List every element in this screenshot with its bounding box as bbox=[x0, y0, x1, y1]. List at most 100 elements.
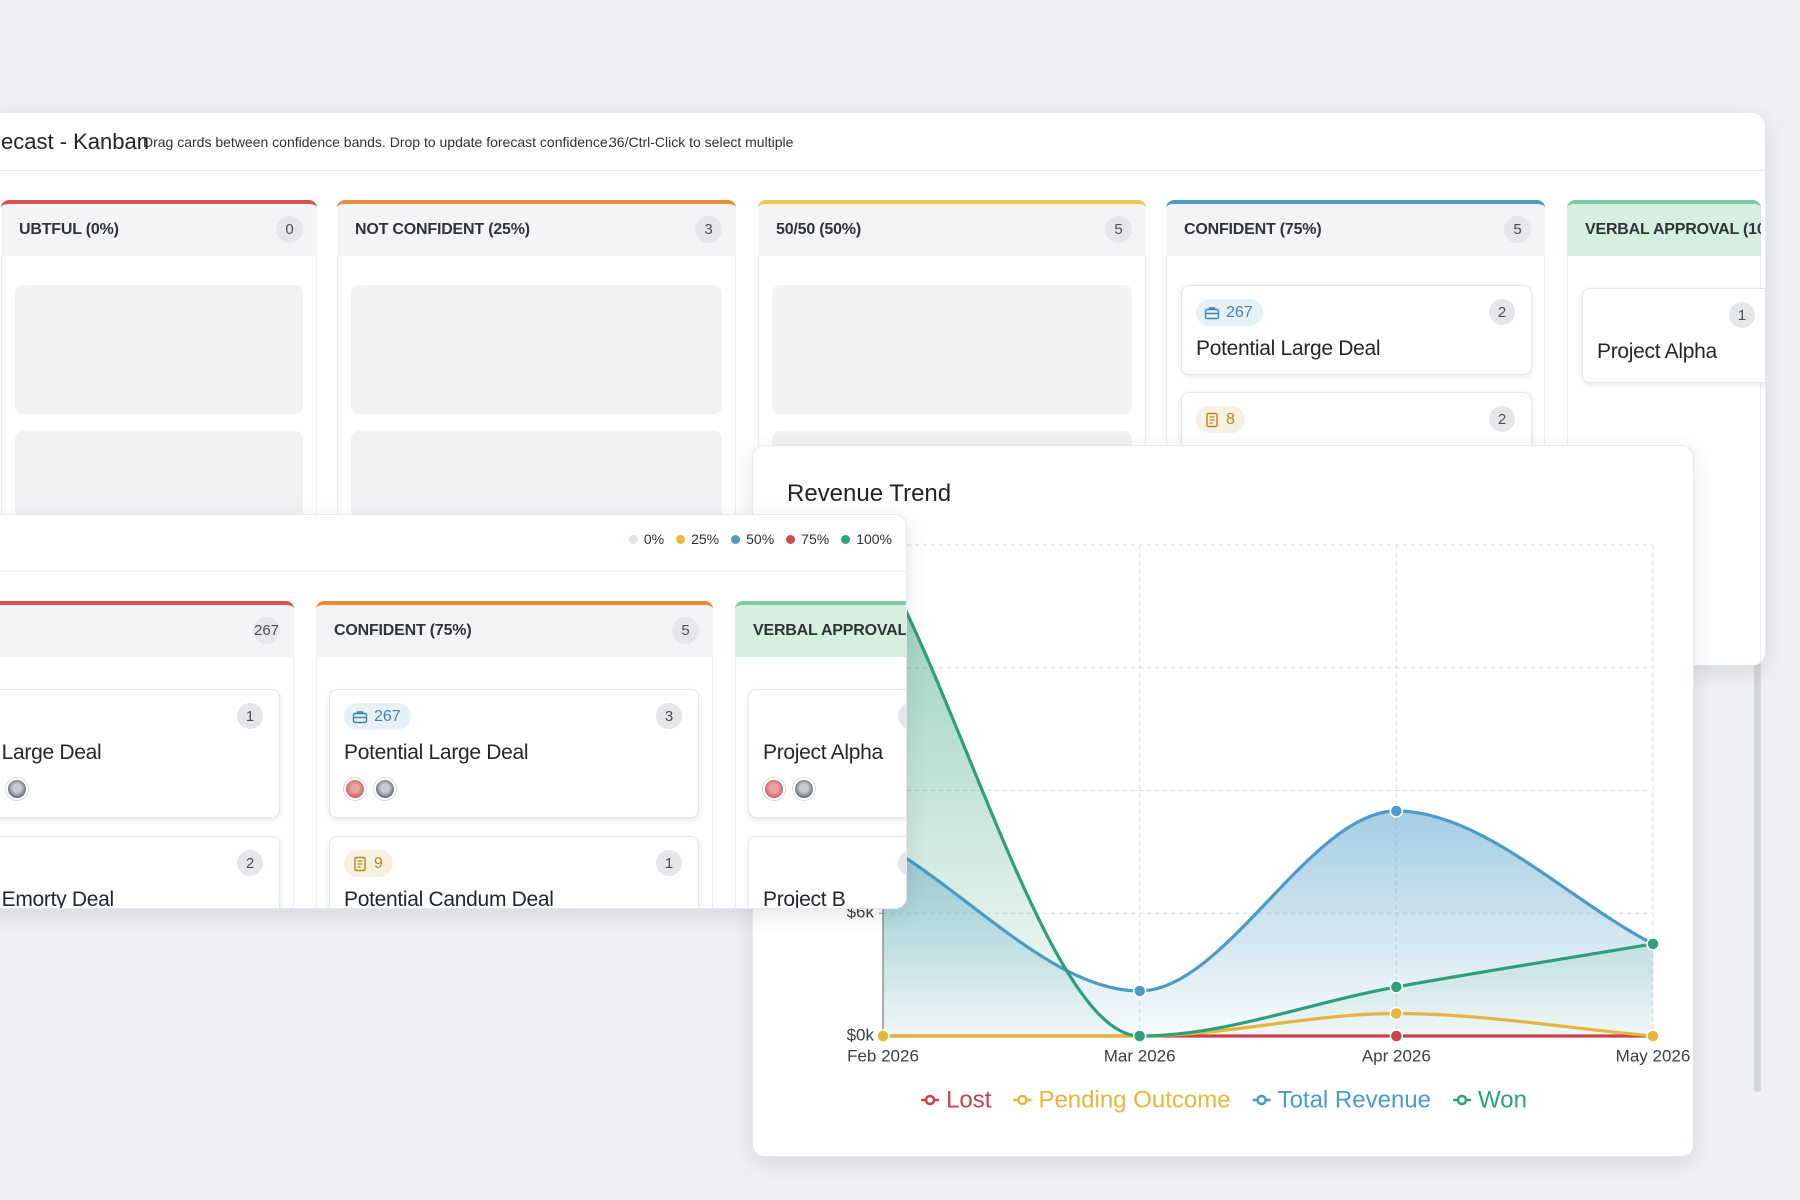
column-count: 5 bbox=[672, 617, 699, 644]
board-shortcut: 36/Ctrl-Click to select multiple bbox=[609, 134, 794, 150]
point[interactable] bbox=[1389, 804, 1404, 818]
card-placeholder bbox=[772, 285, 1132, 414]
legend: Lost Pending Outcome Total Revenue Won bbox=[921, 1086, 1527, 1113]
column-header: 50/50 (50%) 5 bbox=[758, 200, 1146, 256]
card-count: 1 bbox=[898, 703, 906, 729]
column-header: CONFIDENT (75%) 5 bbox=[1166, 200, 1545, 256]
legend-dot bbox=[841, 534, 851, 544]
board-title: ecast - Kanban bbox=[1, 129, 149, 154]
legend-item[interactable]: Lost bbox=[921, 1086, 992, 1113]
point[interactable] bbox=[876, 1029, 890, 1043]
deal-card[interactable]: 1 Project B bbox=[748, 836, 906, 909]
legend-item: 100% bbox=[841, 531, 892, 547]
avatar bbox=[763, 778, 785, 800]
y-tick-label: $0k bbox=[847, 1025, 875, 1044]
chart-panel: Revenue Trend $0k $6k Feb 2026 Mar 2026 Apr 2… bbox=[752, 445, 1694, 1157]
deal-card[interactable]: 1 Project Alpha bbox=[1582, 288, 1765, 383]
deal-card[interactable]: 1 Project Alpha bbox=[748, 689, 906, 818]
card-count: 2 bbox=[1489, 406, 1515, 432]
column-title: CONFIDENT (75%) bbox=[1184, 221, 1322, 238]
legend-item[interactable]: Won bbox=[1453, 1086, 1527, 1113]
legend-dot bbox=[786, 534, 796, 544]
point[interactable] bbox=[1646, 1029, 1660, 1043]
card-title: ial Large Deal bbox=[0, 741, 102, 764]
area bbox=[883, 565, 1653, 1036]
card-title: Potential Large Deal bbox=[344, 741, 529, 764]
legend-item[interactable]: Total Revenue bbox=[1252, 1086, 1431, 1113]
legend-item: 50% bbox=[731, 531, 774, 547]
card-count: 1 bbox=[237, 703, 263, 729]
column-title: VERBAL APPROVAL (10 bbox=[1585, 221, 1761, 238]
card-count: 3 bbox=[656, 703, 682, 729]
badge-value: 8 bbox=[1226, 410, 1235, 428]
point[interactable] bbox=[1389, 1006, 1404, 1021]
badge-value: 267 bbox=[1226, 303, 1253, 321]
column-count: 0 bbox=[276, 216, 303, 243]
column-header: NOT CONFIDENT (25%) 3 bbox=[337, 200, 736, 256]
legend-item: 25% bbox=[676, 531, 719, 547]
board-header bbox=[0, 113, 1765, 171]
legend-label: 75% bbox=[801, 531, 830, 547]
legend-marker bbox=[1256, 1094, 1267, 1106]
avatar bbox=[6, 778, 28, 800]
legend-label: 50% bbox=[746, 531, 775, 547]
avatar bbox=[344, 778, 366, 800]
column-title: CONFIDENT (75%) bbox=[334, 622, 472, 639]
deal-card[interactable]: 267 2 Potential Large Deal bbox=[1181, 285, 1532, 375]
chart-title: Revenue Trend bbox=[787, 480, 951, 507]
deal-card[interactable]: 267 3 Potential Large Deal bbox=[329, 689, 699, 818]
line bbox=[883, 1011, 1654, 1038]
card-title: ial Emorty Deal bbox=[0, 888, 114, 909]
legend-dot bbox=[628, 534, 638, 544]
avatar bbox=[793, 778, 815, 800]
card-title: Potential Candum Deal bbox=[344, 888, 554, 909]
card-count: 2 bbox=[237, 850, 263, 876]
card-title: Project Alpha bbox=[1597, 340, 1717, 363]
column-header: 267 bbox=[0, 601, 294, 657]
deal-card[interactable]: 9 1 Potential Candum Deal bbox=[329, 836, 699, 909]
legend-item[interactable]: Pending Outcome bbox=[1013, 1086, 1231, 1113]
column-count: 5 bbox=[1504, 216, 1531, 243]
legend-label: Total Revenue bbox=[1278, 1086, 1431, 1113]
line bbox=[882, 809, 1654, 993]
card-title: Project B bbox=[763, 888, 846, 909]
deal-badge: 267 bbox=[1196, 299, 1263, 326]
point[interactable] bbox=[1389, 1029, 1404, 1043]
legend-label: Lost bbox=[946, 1086, 992, 1113]
x-tick-label: Mar 2026 bbox=[1104, 1046, 1176, 1065]
deal-badge: 8 bbox=[1196, 406, 1245, 433]
card-title: Potential Large Deal bbox=[1196, 337, 1381, 360]
legend-dot bbox=[676, 534, 686, 544]
board-hint: Drag cards between confidence bands. Dro… bbox=[143, 134, 612, 150]
column-title: VERBAL APPROVAL (3 bbox=[753, 622, 907, 639]
card-title: Project Alpha bbox=[763, 741, 883, 764]
point[interactable] bbox=[1132, 984, 1147, 998]
column-header: UBTFUL (0%) 0 bbox=[1, 200, 317, 256]
x-tick-label: Feb 2026 bbox=[847, 1046, 919, 1065]
column-count: 267 bbox=[253, 617, 280, 644]
legend-label: Won bbox=[1478, 1086, 1527, 1113]
legend-label: 25% bbox=[691, 531, 720, 547]
card-count: 1 bbox=[898, 850, 906, 876]
x-tick-label: Apr 2026 bbox=[1362, 1046, 1431, 1065]
legend-label: 0% bbox=[643, 531, 665, 547]
column-title: NOT CONFIDENT (25%) bbox=[355, 221, 530, 238]
deal-badge: 267 bbox=[344, 703, 411, 730]
badge-icon bbox=[354, 856, 366, 871]
card-placeholder bbox=[15, 285, 303, 414]
column-title: UBTFUL (0%) bbox=[19, 221, 119, 238]
deal-badge: 9 bbox=[344, 850, 393, 877]
point[interactable] bbox=[1646, 937, 1660, 951]
deal-card[interactable]: 2 ial Emorty Deal bbox=[0, 836, 280, 909]
line bbox=[881, 564, 1654, 1038]
deal-card[interactable]: 1 ial Large Deal bbox=[0, 689, 280, 818]
point[interactable] bbox=[1389, 980, 1404, 994]
column-title: 50/50 (50%) bbox=[776, 221, 861, 238]
point[interactable] bbox=[1132, 1029, 1147, 1043]
column-header: VERBAL APPROVAL (10 bbox=[1567, 200, 1761, 256]
badge-icon bbox=[352, 710, 368, 723]
column-count: 3 bbox=[695, 216, 722, 243]
card-count: 1 bbox=[1729, 302, 1755, 328]
column-header: CONFIDENT (75%) 5 bbox=[316, 601, 713, 657]
